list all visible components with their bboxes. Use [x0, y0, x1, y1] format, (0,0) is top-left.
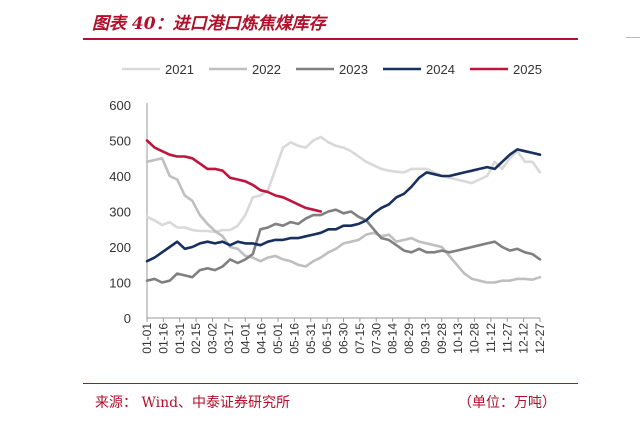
series-line-2025 [145, 139, 323, 213]
y-tick-label: 0 [124, 311, 131, 326]
y-tick-label: 500 [109, 134, 131, 149]
x-tick-label: 03-17 [222, 323, 236, 354]
x-tick-label: 07-15 [353, 323, 367, 354]
x-tick-label: 04-01 [238, 323, 252, 354]
legend-label-2024: 2024 [426, 62, 455, 77]
footer-divider [83, 383, 578, 384]
x-tick-label: 05-01 [271, 323, 285, 354]
series-line-2023 [145, 208, 542, 284]
x-tick-label: 06-30 [337, 323, 351, 354]
x-tick-label: 01-31 [173, 323, 187, 354]
x-tick-label: 02-15 [189, 323, 203, 354]
chart-title: 图表 40：进口港口炼焦煤库存 [92, 14, 326, 34]
unit-note: （单位：万吨） [458, 395, 556, 411]
y-tick-label: 600 [109, 98, 131, 113]
x-tick-label: 07-30 [369, 323, 383, 354]
x-tick-label: 04-16 [255, 323, 269, 354]
x-tick-label: 10-13 [451, 323, 465, 354]
x-tick-label: 12-27 [533, 323, 547, 354]
y-tick-label: 400 [109, 169, 131, 184]
chart-title-bar: 图表 40：进口港口炼焦煤库存 [83, 0, 578, 40]
x-tick-label: 03-02 [206, 323, 220, 354]
y-tick-label: 200 [109, 240, 131, 255]
x-tick-label: 09-28 [435, 323, 449, 354]
x-tick-label: 08-29 [402, 323, 416, 354]
series-line-2024 [145, 148, 542, 263]
x-tick-label: 01-16 [156, 323, 170, 354]
legend-label-2023: 2023 [339, 62, 368, 77]
x-tick-label: 12-12 [517, 323, 531, 354]
x-tick-label: 06-15 [320, 323, 334, 354]
title-divider [83, 38, 578, 40]
source-note: 来源： Wind、中泰证券研究所 [95, 395, 291, 411]
x-tick-label: 11-12 [484, 323, 498, 353]
x-tick-label: 05-16 [287, 323, 301, 354]
legend-label-2025: 2025 [513, 62, 542, 77]
adjacent-panel-rule [626, 37, 640, 38]
x-tick-label: 10-28 [468, 323, 482, 354]
legend-label-2022: 2022 [252, 62, 281, 77]
x-tick-label: 08-14 [386, 323, 400, 354]
y-tick-label: 300 [109, 205, 131, 220]
legend-label-2021: 2021 [165, 62, 194, 77]
x-tick-label: 05-31 [304, 323, 318, 354]
y-tick-label: 100 [109, 276, 131, 291]
series-line-2022 [145, 157, 542, 284]
series-line-2021 [145, 135, 542, 234]
x-tick-label: 11-27 [500, 323, 514, 353]
x-tick-label: 01-01 [140, 323, 154, 354]
x-tick-label: 09-13 [418, 323, 432, 354]
